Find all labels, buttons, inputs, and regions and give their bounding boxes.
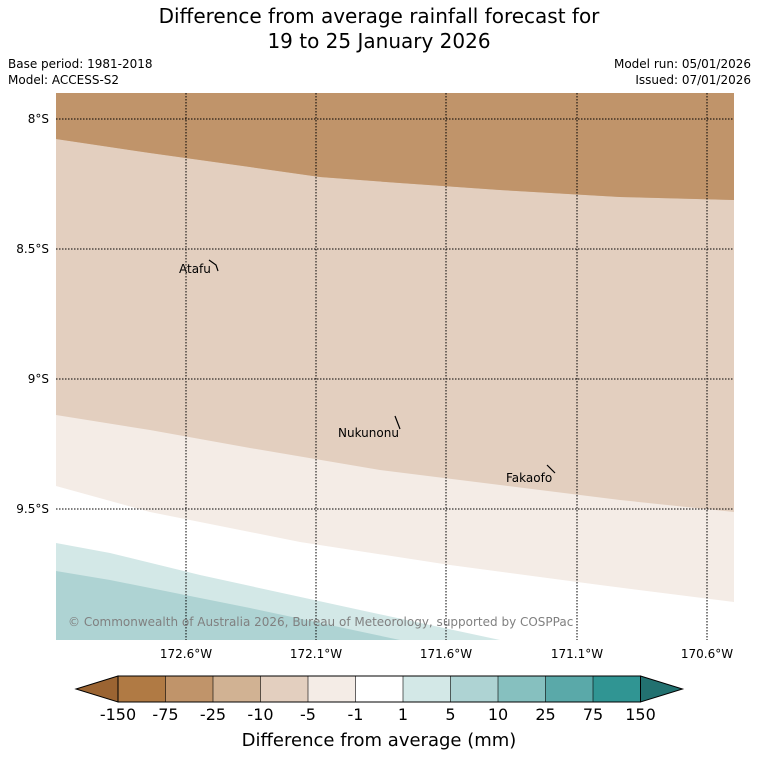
place-label-atafu: Atafu (179, 262, 211, 276)
lat-label: 8°S (28, 112, 49, 126)
chart-title: Difference from average rainfall forecas… (0, 4, 758, 54)
islands (208, 259, 556, 474)
atafu-outline (208, 259, 219, 272)
lon-label: 171.1°W (551, 647, 603, 661)
issued-text: Issued: 07/01/2026 (635, 73, 751, 87)
colorbar-tick-label: -5 (300, 705, 316, 724)
model-run-text: Model run: 05/01/2026 (613, 57, 751, 71)
colorbar-box (213, 676, 261, 702)
band-minus75-minus25 (56, 93, 734, 200)
title-line-1: Difference from average rainfall forecas… (158, 4, 600, 28)
base-period-text: Base period: 1981-2018 (8, 57, 153, 71)
colorbar-tick-label: -1 (347, 705, 364, 724)
colorbar-box (498, 676, 546, 702)
colorbar-outline (117, 675, 641, 703)
lon-label: 170.6°W (681, 647, 733, 661)
colorbar-tick-label: 5 (445, 705, 456, 724)
model-text: Model: ACCESS-S2 (8, 73, 120, 87)
fakaofo-outline (546, 464, 556, 474)
colorbar-box (355, 676, 403, 702)
colorbar-tick-label: 150 (625, 705, 656, 724)
map-bands (56, 93, 734, 640)
colorbar-title: Difference from average (mm) (241, 730, 517, 751)
colorbar-tick-label: 75 (582, 705, 604, 724)
place-label-nukunonu: Nukunonu (338, 426, 399, 440)
lat-label: 9.5°S (16, 502, 49, 516)
lon-label: 171.6°W (420, 647, 472, 661)
colorbar-tick-label: -150 (99, 705, 137, 724)
meta-right: Model run: 05/01/2026 Issued: 07/01/2026 (614, 56, 751, 88)
longitude-labels: 172.6°W 172.1°W 171.6°W 171.1°W 170.6°W (160, 647, 733, 661)
lon-label: 172.1°W (290, 647, 342, 661)
colorbar-tick-label: -75 (152, 705, 179, 724)
title-line-2: 19 to 25 January 2026 (267, 29, 491, 53)
colorbar-tick-label: 10 (487, 705, 509, 724)
colorbar-tick-label: -25 (199, 705, 227, 724)
colorbar-box (450, 676, 498, 702)
colorbar-box (118, 676, 166, 702)
colorbar-box (545, 676, 593, 702)
colorbar-tick-label: 1 (397, 705, 409, 724)
colorbar-arrow-low (74, 675, 119, 703)
place-labels: Atafu Nukunonu Fakaofo (179, 262, 552, 485)
colorbar-tick-label: -10 (247, 705, 274, 724)
lon-label: 172.6°W (160, 647, 212, 661)
place-label-fakaofo: Fakaofo (506, 471, 552, 485)
graticule (56, 93, 734, 640)
lat-label: 8.5°S (16, 242, 49, 256)
colorbar-arrow-high (640, 675, 685, 703)
colorbar-box (260, 676, 308, 702)
colorbar-box (308, 676, 356, 702)
copyright-text: © Commonwealth of Australia 2026, Bureau… (68, 615, 573, 629)
latitude-labels: 8°S 8.5°S 9°S 9.5°S (16, 112, 49, 516)
lat-label: 9°S (28, 372, 49, 386)
colorbar-box (165, 676, 213, 702)
nukunonu-outline (394, 415, 401, 430)
colorbar-tick-label: 25 (535, 705, 556, 724)
colorbar-box (403, 676, 451, 702)
colorbar-box (593, 676, 641, 702)
meta-left: Base period: 1981-2018 Model: ACCESS-S2 (8, 56, 153, 88)
band-minus10-minus5 (56, 93, 734, 512)
